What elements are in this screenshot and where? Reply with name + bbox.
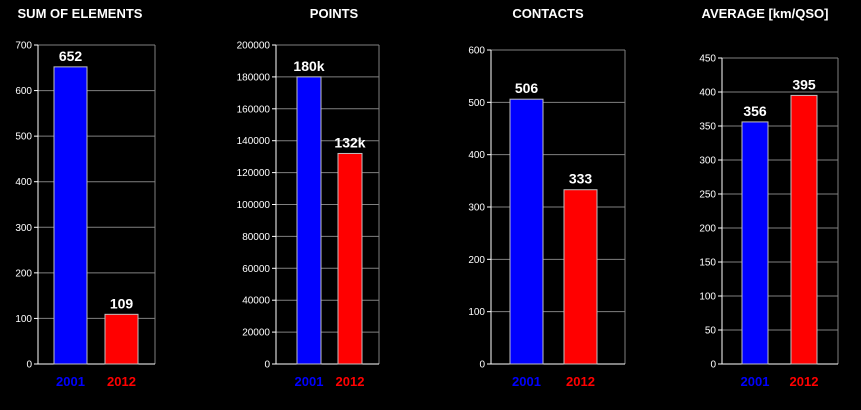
chart-3-ytick-label-5: 500: [468, 98, 485, 109]
chart-2-ytick-label-10: 200000: [237, 41, 271, 52]
chart-1-category-2012: 2012: [107, 374, 136, 389]
chart-2-ytick-label-6: 120000: [237, 168, 271, 179]
chart-3-title: CONTACTS: [512, 6, 584, 21]
chart-2-ytick-label-9: 180000: [237, 72, 271, 83]
chart-4-bar-2001: [741, 121, 769, 365]
chart-3-bar-2012: [563, 189, 598, 365]
chart-2-ytick-label-4: 80000: [242, 232, 270, 243]
chart-4-ytick-label-0: 0: [710, 360, 716, 371]
chart-2-category-2012: 2012: [336, 374, 365, 389]
chart-1-ytick-label-3: 300: [15, 223, 32, 234]
chart-1-data-label-2012: 109: [110, 295, 134, 311]
chart-3-ytick-label-3: 300: [468, 203, 485, 214]
chart-2-title: POINTS: [310, 6, 359, 21]
chart-3-ytick-label-1: 100: [468, 307, 485, 318]
chart-1-ytick-label-4: 400: [15, 177, 32, 188]
chart-2-bar-2001: [296, 76, 322, 365]
chart-2-ytick-label-5: 100000: [237, 200, 271, 211]
chart-4-title: AVERAGE [km/QSO]: [702, 6, 829, 21]
chart-2-ytick-label-3: 60000: [242, 264, 270, 275]
chart-4-ytick-label-1: 50: [705, 326, 717, 337]
chart-4-bar-2012: [790, 94, 818, 365]
chart-3-ytick-label-4: 400: [468, 150, 485, 161]
chart-1-ytick-label-1: 100: [15, 314, 32, 325]
chart-1-bar-2012: [104, 313, 139, 365]
chart-3-ytick-label-0: 0: [479, 360, 485, 371]
chart-4-ytick-label-7: 350: [699, 122, 716, 133]
chart-2-ytick-label-1: 20000: [242, 328, 270, 339]
chart-3-data-label-2012: 333: [569, 171, 593, 187]
chart-2-data-label-2001: 180k: [293, 58, 324, 74]
chart-4-data-label-2001: 356: [743, 103, 767, 119]
chart-4-ytick-label-4: 200: [699, 224, 716, 235]
chart-1-ytick-label-6: 600: [15, 86, 32, 97]
chart-2-bar-2012: [337, 152, 363, 365]
chart-3-data-label-2001: 506: [515, 80, 539, 96]
chart-4-category-2012: 2012: [790, 374, 819, 389]
chart-3-ytick-label-2: 200: [468, 255, 485, 266]
chart-4-data-label-2012: 395: [792, 76, 816, 92]
chart-4-ytick-label-2: 100: [699, 292, 716, 303]
chart-1-data-label-2001: 652: [59, 48, 83, 64]
chart-4-ytick-label-9: 450: [699, 54, 716, 65]
chart-3-category-2001: 2001: [512, 374, 541, 389]
chart-1-title: SUM OF ELEMENTS: [18, 6, 143, 21]
chart-1-category-2001: 2001: [56, 374, 85, 389]
chart-1-ytick-label-5: 500: [15, 132, 32, 143]
chart-3-ytick-label-6: 600: [468, 46, 485, 57]
chart-3-category-2012: 2012: [566, 374, 595, 389]
chart-2-data-label-2012: 132k: [334, 134, 365, 150]
chart-2-ytick-label-2: 40000: [242, 296, 270, 307]
chart-4-ytick-label-6: 300: [699, 156, 716, 167]
chart-2-ytick-label-8: 160000: [237, 104, 271, 115]
chart-4-category-2001: 2001: [741, 374, 770, 389]
chart-1-bar-2001: [53, 66, 88, 365]
chart-2-ytick-label-7: 140000: [237, 136, 271, 147]
chart-4-ytick-label-3: 150: [699, 258, 716, 269]
chart-3-bar-2001: [509, 98, 544, 365]
chart-4-ytick-label-8: 400: [699, 88, 716, 99]
chart-2-ytick-label-0: 0: [264, 360, 270, 371]
chart-1-ytick-label-2: 200: [15, 268, 32, 279]
chart-1-ytick-label-7: 700: [15, 41, 32, 52]
chart-4-ytick-label-5: 250: [699, 190, 716, 201]
chart-2-category-2001: 2001: [295, 374, 324, 389]
chart-1-ytick-label-0: 0: [26, 360, 32, 371]
